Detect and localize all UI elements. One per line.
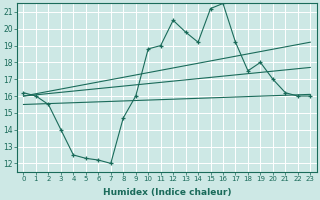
X-axis label: Humidex (Indice chaleur): Humidex (Indice chaleur) bbox=[103, 188, 231, 197]
